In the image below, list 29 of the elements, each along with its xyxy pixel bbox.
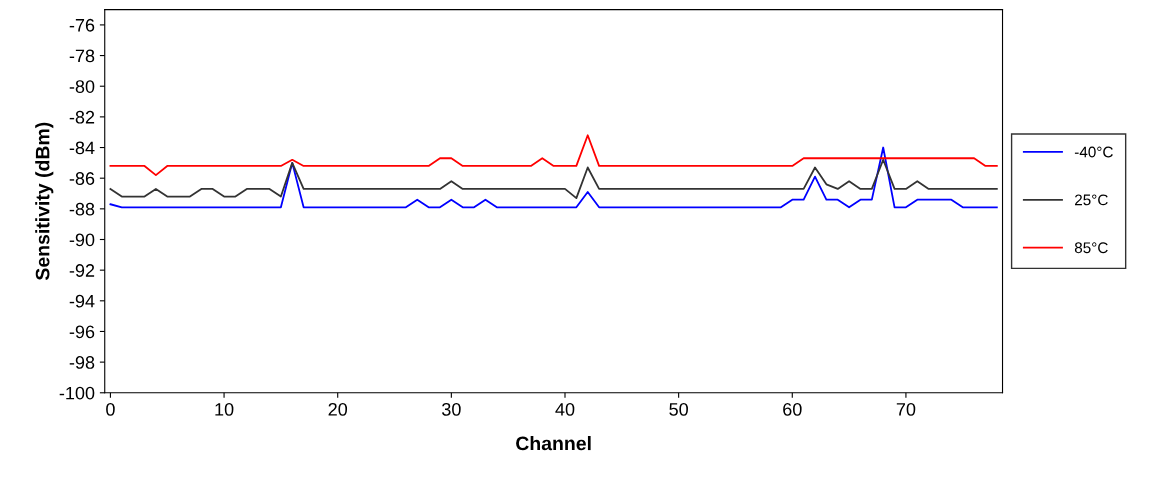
x-tick-label: 70 xyxy=(896,402,916,416)
x-tick-label: 50 xyxy=(669,402,688,416)
legend-label: -40°C xyxy=(1074,146,1113,158)
y-axis-title: Sensitivity (dBm) xyxy=(35,122,54,281)
line-series xyxy=(109,158,998,200)
x-tick-label: 30 xyxy=(442,402,461,416)
y-tick-label: -92 xyxy=(69,264,95,277)
y-tick-label: -86 xyxy=(69,172,95,185)
line-series xyxy=(109,146,998,209)
y-tick-label: -94 xyxy=(69,294,95,308)
y-tick-label: -96 xyxy=(69,325,95,339)
legend-label: 85°C xyxy=(1074,242,1108,254)
y-tick-label: -98 xyxy=(69,356,95,369)
x-tick-label: 10 xyxy=(215,402,234,416)
y-tick-label: -90 xyxy=(69,233,95,247)
line-series xyxy=(109,134,998,177)
legend-label: 25°C xyxy=(1075,194,1108,206)
x-axis-title: Channel xyxy=(516,436,591,451)
x-tick-label: 40 xyxy=(555,402,575,416)
y-tick-label: -78 xyxy=(69,49,95,63)
y-tick-label: -82 xyxy=(69,110,95,124)
y-tick-label: -80 xyxy=(69,80,95,93)
x-tick-label: 20 xyxy=(328,402,348,416)
y-tick-label: -84 xyxy=(69,141,95,155)
y-tick-label: -88 xyxy=(69,202,95,216)
y-tick-label: -100 xyxy=(59,386,95,400)
y-tick-label: -76 xyxy=(69,18,95,32)
x-tick-label: 60 xyxy=(783,402,802,416)
x-tick-label: 0 xyxy=(106,402,115,416)
